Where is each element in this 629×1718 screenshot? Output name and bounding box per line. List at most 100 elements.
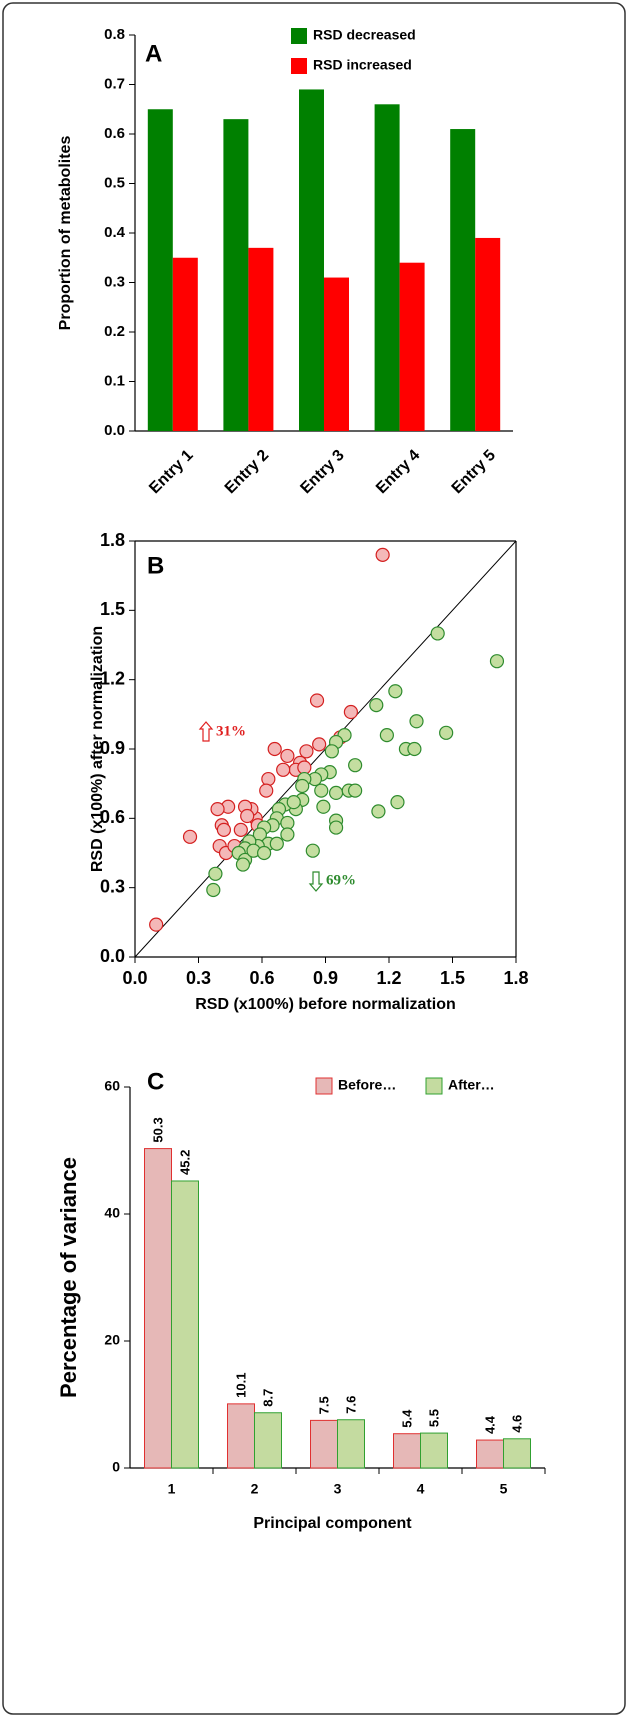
- y-axis-label: RSD (x100%) after normalization: [89, 626, 106, 872]
- bar: [227, 1403, 255, 1469]
- legend-swatch: [315, 1077, 333, 1095]
- x-tick-label: 0.6: [249, 968, 274, 988]
- y-tick-label: 0.6: [100, 807, 125, 827]
- point: [430, 626, 445, 641]
- bar: [223, 119, 249, 432]
- bar: [144, 1148, 172, 1469]
- x-tick-label: 0.0: [122, 968, 147, 988]
- y-tick-label: 0.9: [100, 738, 125, 758]
- data-label: 5.4: [399, 1409, 414, 1428]
- bar: [147, 109, 173, 431]
- point: [371, 804, 386, 819]
- point: [316, 799, 331, 814]
- bar: [393, 1433, 421, 1469]
- bar: [248, 247, 274, 431]
- y-axis-label: Percentage of variance: [56, 1157, 81, 1398]
- bar: [374, 104, 400, 432]
- point: [375, 547, 390, 562]
- x-axis-label: RSD (x100%) before normalization: [195, 996, 456, 1013]
- data-label: 4.4: [482, 1415, 497, 1434]
- point: [407, 741, 422, 757]
- point: [305, 843, 320, 858]
- point: [409, 714, 424, 729]
- data-label: 8.7: [260, 1389, 275, 1407]
- y-tick-label: 1.2: [100, 668, 125, 688]
- data-label: 50.3: [150, 1117, 165, 1142]
- point: [286, 795, 301, 810]
- point: [379, 728, 394, 743]
- point: [267, 741, 282, 757]
- x-tick-label: Entry 3: [297, 447, 347, 497]
- x-tick-label: 1.5: [440, 968, 465, 988]
- x-tick-label: 1: [168, 1481, 176, 1497]
- data-label: 45.2: [177, 1150, 192, 1175]
- y-tick-label: 0.1: [104, 372, 125, 389]
- point: [328, 820, 344, 835]
- x-tick-label: 5: [500, 1481, 508, 1497]
- legend-swatch: [291, 58, 307, 74]
- y-tick-label: 0: [112, 1459, 120, 1475]
- point: [324, 744, 339, 759]
- point: [280, 748, 295, 764]
- point: [182, 829, 198, 844]
- point: [489, 654, 505, 669]
- y-tick-label: 0.0: [104, 422, 125, 439]
- point: [276, 762, 291, 777]
- point: [312, 737, 327, 752]
- x-axis-label: Principal component: [253, 1515, 412, 1532]
- point: [259, 783, 274, 798]
- y-tick-label: 20: [104, 1332, 120, 1348]
- point: [348, 783, 363, 798]
- y-tick-label: 0.3: [100, 876, 125, 896]
- point: [439, 725, 454, 740]
- bar: [503, 1438, 531, 1469]
- y-tick-label: 40: [104, 1205, 120, 1221]
- annotation-arrow: [198, 721, 214, 742]
- y-tick-label: 1.8: [100, 530, 125, 550]
- bar: [299, 89, 324, 431]
- y-tick-label: 0.0: [100, 946, 125, 966]
- point: [149, 917, 164, 932]
- x-tick-label: 3: [334, 1481, 342, 1497]
- bar: [420, 1432, 448, 1469]
- point: [208, 866, 223, 881]
- bar: [399, 262, 425, 431]
- x-tick-label: 0.3: [186, 968, 211, 988]
- point: [233, 822, 248, 837]
- point: [295, 778, 310, 794]
- point: [261, 771, 276, 787]
- y-tick-label: 0.5: [104, 174, 125, 191]
- y-tick-label: 0.6: [104, 125, 125, 142]
- y-tick-label: 0.8: [104, 26, 125, 43]
- point: [240, 808, 255, 824]
- panel-label: A: [145, 40, 162, 67]
- point: [314, 783, 329, 798]
- point: [369, 697, 384, 713]
- legend-swatch: [425, 1077, 443, 1095]
- data-label: 10.1: [233, 1373, 248, 1398]
- data-label: 7.5: [316, 1396, 331, 1414]
- x-tick-label: Entry 5: [449, 447, 499, 497]
- point: [299, 744, 314, 759]
- point: [328, 785, 344, 801]
- data-label: 7.6: [343, 1396, 358, 1414]
- point: [280, 827, 295, 842]
- point: [216, 822, 231, 837]
- bar: [337, 1419, 365, 1469]
- y-tick-label: 60: [104, 1078, 120, 1094]
- y-tick-label: 1.5: [100, 599, 125, 619]
- bar: [475, 237, 501, 431]
- panel-label: B: [147, 552, 164, 579]
- x-tick-label: 0.9: [313, 968, 338, 988]
- x-tick-label: Entry 2: [222, 447, 272, 497]
- x-tick-label: 1.8: [503, 968, 528, 988]
- annotation: 31%: [216, 723, 246, 739]
- point: [343, 704, 358, 720]
- y-tick-label: 0.7: [104, 75, 125, 92]
- x-tick-label: Entry 4: [373, 447, 423, 497]
- legend-label: Before…: [338, 1077, 396, 1093]
- point: [388, 684, 403, 699]
- legend-label: RSD increased: [313, 57, 412, 73]
